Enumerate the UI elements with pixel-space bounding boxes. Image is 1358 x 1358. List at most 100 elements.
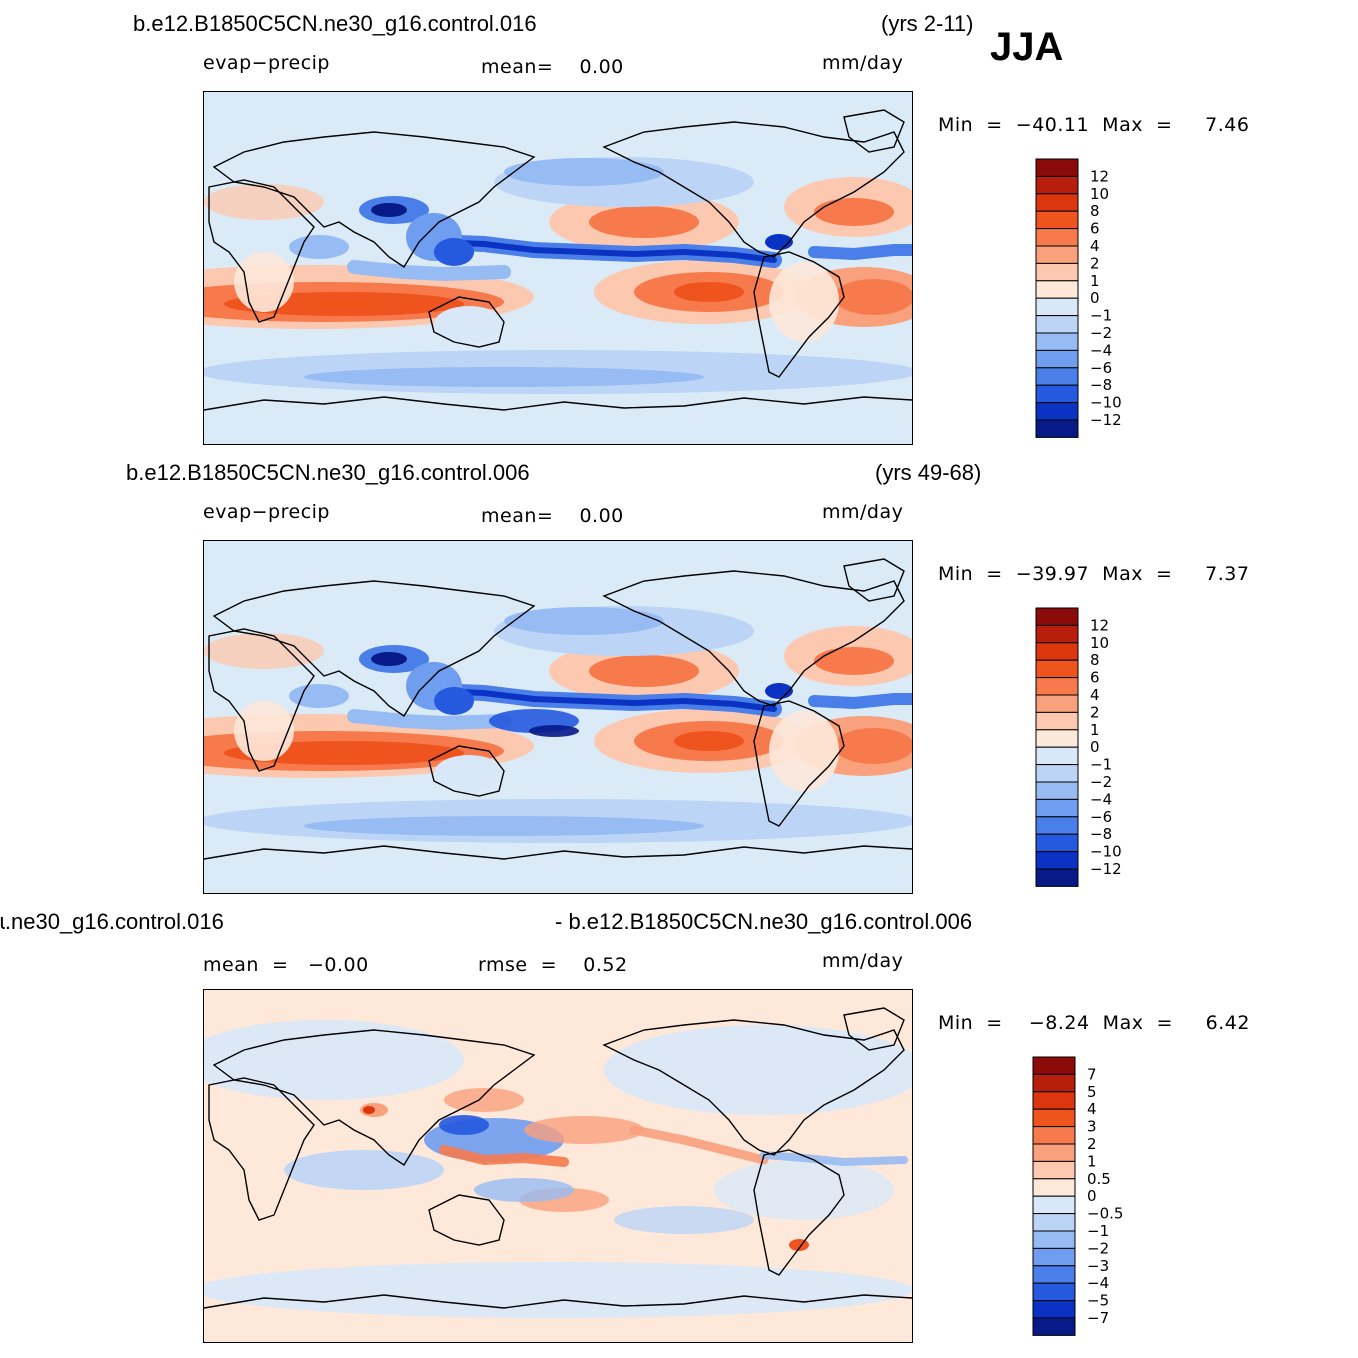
colorbar-label: −4 (1087, 1274, 1109, 1292)
colorbar-label: 12 (1090, 616, 1109, 634)
colorbar-label: −8 (1090, 825, 1112, 843)
colorbar-label: 0 (1090, 289, 1100, 307)
colorbar-swatch (1035, 332, 1079, 351)
colorbar-label: −4 (1090, 790, 1112, 808)
colorbar-swatch (1035, 280, 1079, 299)
colorbar-swatch (1032, 1265, 1076, 1284)
colorbar-swatch (1035, 419, 1079, 438)
colorbar-swatch (1035, 193, 1079, 212)
panel-1-min-max: Min = −40.11 Max = 7.46 (938, 114, 1250, 136)
panel-1-variable: evap−precip (203, 52, 330, 74)
panel-2-units: mm/day (822, 501, 904, 523)
colorbar-swatch (1032, 1073, 1076, 1093)
colorbar-swatch (1035, 624, 1079, 644)
panel-3-colorbar: 7 5 4 3 2 1 0.5 0 −0.5 −1 −2 −3 −4 −5 −7 (1032, 1056, 1173, 1339)
colorbar-swatch (1035, 833, 1079, 853)
colorbar-label: 1 (1090, 721, 1100, 739)
colorbar-swatch (1035, 175, 1079, 195)
panel-3-case-name-right: - b.e12.B1850C5CN.ne30_g16.control.006 (555, 909, 973, 934)
colorbar-label: 2 (1090, 254, 1100, 272)
colorbar-swatch (1035, 694, 1079, 713)
colorbar-label: 12 (1090, 167, 1109, 185)
panel-3-rmse: rmse = 0.52 (478, 954, 628, 976)
colorbar-swatch (1035, 297, 1079, 317)
colorbar-swatch (1035, 402, 1079, 421)
panel-3-case-name-left: ɩ.ne30_g16.control.016 (0, 909, 224, 934)
colorbar-swatch (1035, 659, 1079, 679)
panel-2-case-name: b.e12.B1850C5CN.ne30_g16.control.006 (126, 460, 530, 485)
colorbar-label: 8 (1090, 202, 1100, 220)
panel-1-case-name: b.e12.B1850C5CN.ne30_g16.control.016 (133, 11, 537, 36)
colorbar-swatch (1035, 642, 1079, 661)
colorbar-label: 10 (1090, 634, 1109, 652)
colorbar-swatch (1035, 384, 1079, 404)
panel-1-units: mm/day (822, 52, 904, 74)
colorbar-label: −3 (1087, 1257, 1109, 1275)
colorbar-swatch (1032, 1300, 1076, 1319)
colorbar-label: −6 (1090, 359, 1112, 377)
colorbar-label: −4 (1090, 341, 1112, 359)
colorbar-label: 4 (1090, 237, 1100, 255)
colorbar-swatch (1035, 746, 1079, 766)
colorbar-label: 1 (1090, 272, 1100, 290)
colorbar-label: 0.5 (1087, 1170, 1111, 1188)
panel-2-mean: mean= 0.00 (481, 505, 624, 527)
colorbar-swatch (1035, 851, 1079, 870)
colorbar-label: 1 (1087, 1152, 1097, 1170)
colorbar-swatch (1032, 1195, 1076, 1215)
colorbar-label: 3 (1087, 1118, 1097, 1136)
panel-3-units: mm/day (822, 950, 904, 972)
colorbar-swatch (1035, 816, 1079, 835)
panel-3-min-max: Min = −8.24 Max = 6.42 (938, 1012, 1250, 1034)
colorbar-swatch (1032, 1056, 1076, 1075)
colorbar-swatch (1035, 798, 1079, 818)
colorbar-label: 5 (1087, 1083, 1097, 1101)
panel-2-variable: evap−precip (203, 501, 330, 523)
colorbar-label: 4 (1090, 686, 1100, 704)
colorbar-swatch (1035, 210, 1079, 230)
colorbar-swatch (1035, 607, 1079, 626)
colorbar-label: −1 (1087, 1222, 1109, 1240)
panel-1-years: (yrs 2-11) (881, 11, 974, 36)
colorbar-label: −1 (1090, 756, 1112, 774)
colorbar-swatch (1032, 1126, 1076, 1145)
colorbar-swatch (1035, 868, 1079, 887)
colorbar-swatch (1032, 1091, 1076, 1110)
colorbar-label: −1 (1090, 307, 1112, 325)
colorbar-label: 8 (1090, 651, 1100, 669)
colorbar-label: −0.5 (1087, 1205, 1123, 1223)
panel-1-colorbar: 12 10 8 6 4 2 1 0 −1 −2 −4 −6 −8 −10 −12 (1035, 158, 1176, 441)
panel-1-map (203, 91, 913, 445)
colorbar-swatch (1035, 764, 1079, 783)
colorbar-label: −5 (1087, 1292, 1109, 1310)
colorbar-swatch (1032, 1213, 1076, 1232)
panel-2-years: (yrs 49-68) (875, 460, 982, 485)
colorbar-label: −12 (1090, 411, 1122, 429)
colorbar-label: −2 (1087, 1239, 1109, 1257)
colorbar-swatch (1035, 262, 1079, 282)
colorbar-swatch (1032, 1282, 1076, 1302)
colorbar-label: −2 (1090, 324, 1112, 342)
colorbar-label: −10 (1090, 843, 1122, 861)
colorbar-swatch (1032, 1230, 1076, 1249)
colorbar-swatch (1035, 781, 1079, 800)
colorbar-swatch (1035, 349, 1079, 369)
colorbar-label: −8 (1090, 376, 1112, 394)
colorbar-label: −7 (1087, 1309, 1109, 1327)
colorbar-label: 10 (1090, 185, 1109, 203)
colorbar-label: 2 (1090, 703, 1100, 721)
colorbar-label: 2 (1087, 1135, 1097, 1153)
colorbar-swatch (1032, 1178, 1076, 1197)
colorbar-swatch (1032, 1317, 1076, 1336)
colorbar-label: 0 (1090, 738, 1100, 756)
colorbar-swatch (1035, 711, 1079, 731)
colorbar-swatch (1032, 1247, 1076, 1267)
colorbar-swatch (1035, 315, 1079, 334)
colorbar-label: 6 (1090, 220, 1100, 238)
colorbar-label: 0 (1087, 1187, 1097, 1205)
colorbar-label: −12 (1090, 860, 1122, 878)
colorbar-swatch (1035, 677, 1079, 696)
colorbar-swatch (1035, 245, 1079, 264)
panel-2-map (203, 540, 913, 894)
colorbar-label: 7 (1087, 1065, 1097, 1083)
